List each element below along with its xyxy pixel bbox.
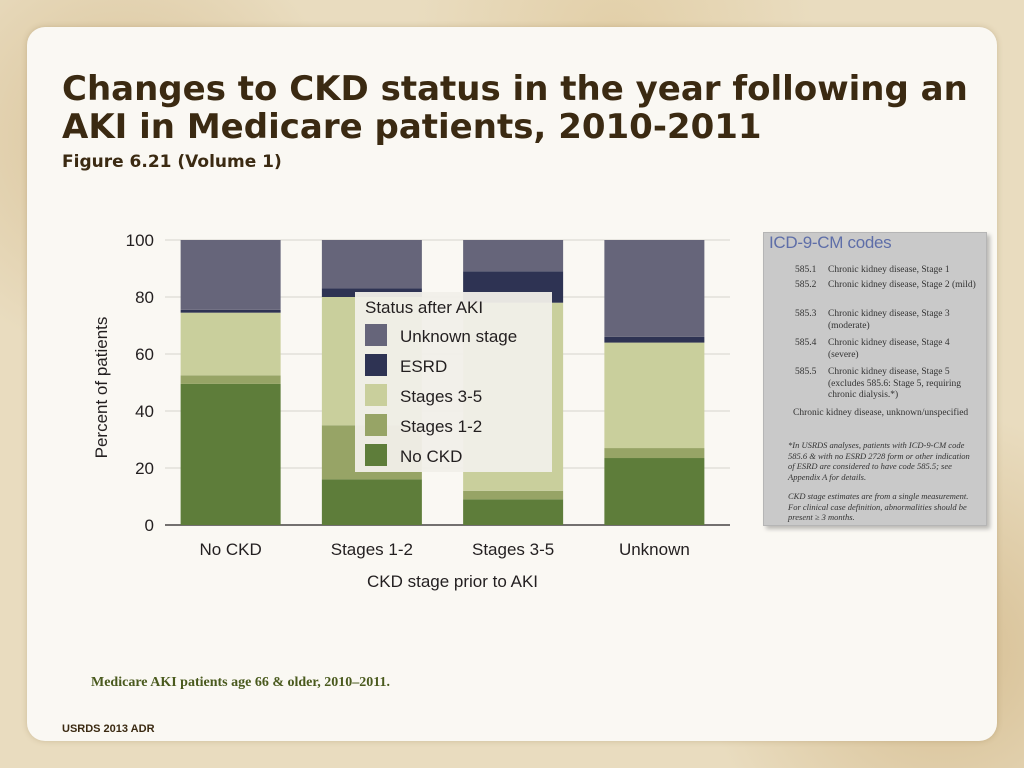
y-tick-label: 20 — [135, 459, 154, 478]
figure-subtitle: Figure 6.21 (Volume 1) — [62, 152, 282, 172]
bar-segment — [604, 336, 705, 343]
stacked-bar-chart: 0 20 40 60 80 100 No CKD Stages 1-2 Stages 3-5 Un… — [92, 231, 730, 591]
y-tick-label: 40 — [135, 402, 154, 421]
icd-description: Chronic kidney disease, Stage 4 (severe) — [828, 338, 950, 360]
bar-segment — [604, 240, 705, 337]
icd-code: 585.1 — [795, 265, 817, 275]
icd-description: Chronic kidney disease, Stage 2 (mild) — [828, 280, 976, 290]
legend-title: Status after AKI — [365, 298, 483, 317]
bar-segment — [321, 479, 422, 525]
y-tick-label: 100 — [126, 231, 154, 250]
population-footnote: Medicare AKI patients age 66 & older, 20… — [91, 675, 391, 690]
icd-panel-title: ICD-9-CM codes — [769, 233, 892, 252]
legend-swatch — [365, 384, 387, 406]
legend-label: Stages 1-2 — [400, 417, 482, 436]
icd-code: 585.5 — [795, 367, 817, 377]
icd-description: Chronic kidney disease, Stage 1 — [828, 265, 950, 275]
legend-swatch — [365, 414, 387, 436]
y-tick-label: 60 — [135, 345, 154, 364]
x-tick-label: Stages 3-5 — [472, 540, 554, 559]
bar-segment — [180, 309, 281, 313]
bar-segment — [180, 375, 281, 384]
bar-segment — [604, 342, 705, 449]
x-axis-title: CKD stage prior to AKI — [367, 572, 538, 591]
icd-footnote-measurement: CKD stage estimates are from a single me… — [788, 491, 969, 522]
icd-code: 585.3 — [795, 309, 817, 319]
legend-swatch — [365, 444, 387, 466]
icd-code: 585.4 — [795, 338, 817, 348]
source-footer: USRDS 2013 ADR — [62, 723, 155, 735]
bar-segment — [463, 499, 564, 525]
slide-title: Changes to CKD status in the year follow… — [62, 69, 968, 147]
x-tick-label: Stages 1-2 — [331, 540, 413, 559]
bar-segment — [604, 458, 705, 525]
x-tick-label: Unknown — [619, 540, 690, 559]
icd-description: Chronic kidney disease, Stage 5 (exclude… — [828, 367, 961, 400]
icd-code: 585.2 — [795, 280, 817, 290]
y-axis-title: Percent of patients — [92, 317, 111, 459]
icd-footnote-esrd: *In USRDS analyses, patients with ICD-9-… — [788, 440, 970, 482]
bar-segment — [180, 383, 281, 525]
bar-segment — [180, 240, 281, 310]
bar-segment — [463, 240, 564, 272]
icd-codes-panel: ICD-9-CM codes 585.1 Chronic kidney dise… — [763, 232, 987, 526]
bar-segment — [463, 490, 564, 500]
legend-label: Stages 3-5 — [400, 387, 482, 406]
x-tick-label: No CKD — [199, 540, 261, 559]
legend-label: ESRD — [400, 357, 447, 376]
bar-segment — [604, 448, 705, 459]
legend-label: No CKD — [400, 447, 462, 466]
bar-segment — [321, 240, 422, 289]
legend-swatch — [365, 324, 387, 346]
legend-box — [355, 292, 552, 472]
icd-unknown-row: Chronic kidney disease, unknown/unspecif… — [793, 408, 969, 418]
y-tick-label: 0 — [145, 516, 154, 535]
icd-description: Chronic kidney disease, Stage 3 (moderat… — [828, 309, 950, 331]
legend-label: Unknown stage — [400, 327, 517, 346]
bar-segment — [180, 312, 281, 376]
y-tick-label: 80 — [135, 288, 154, 307]
legend-swatch — [365, 354, 387, 376]
